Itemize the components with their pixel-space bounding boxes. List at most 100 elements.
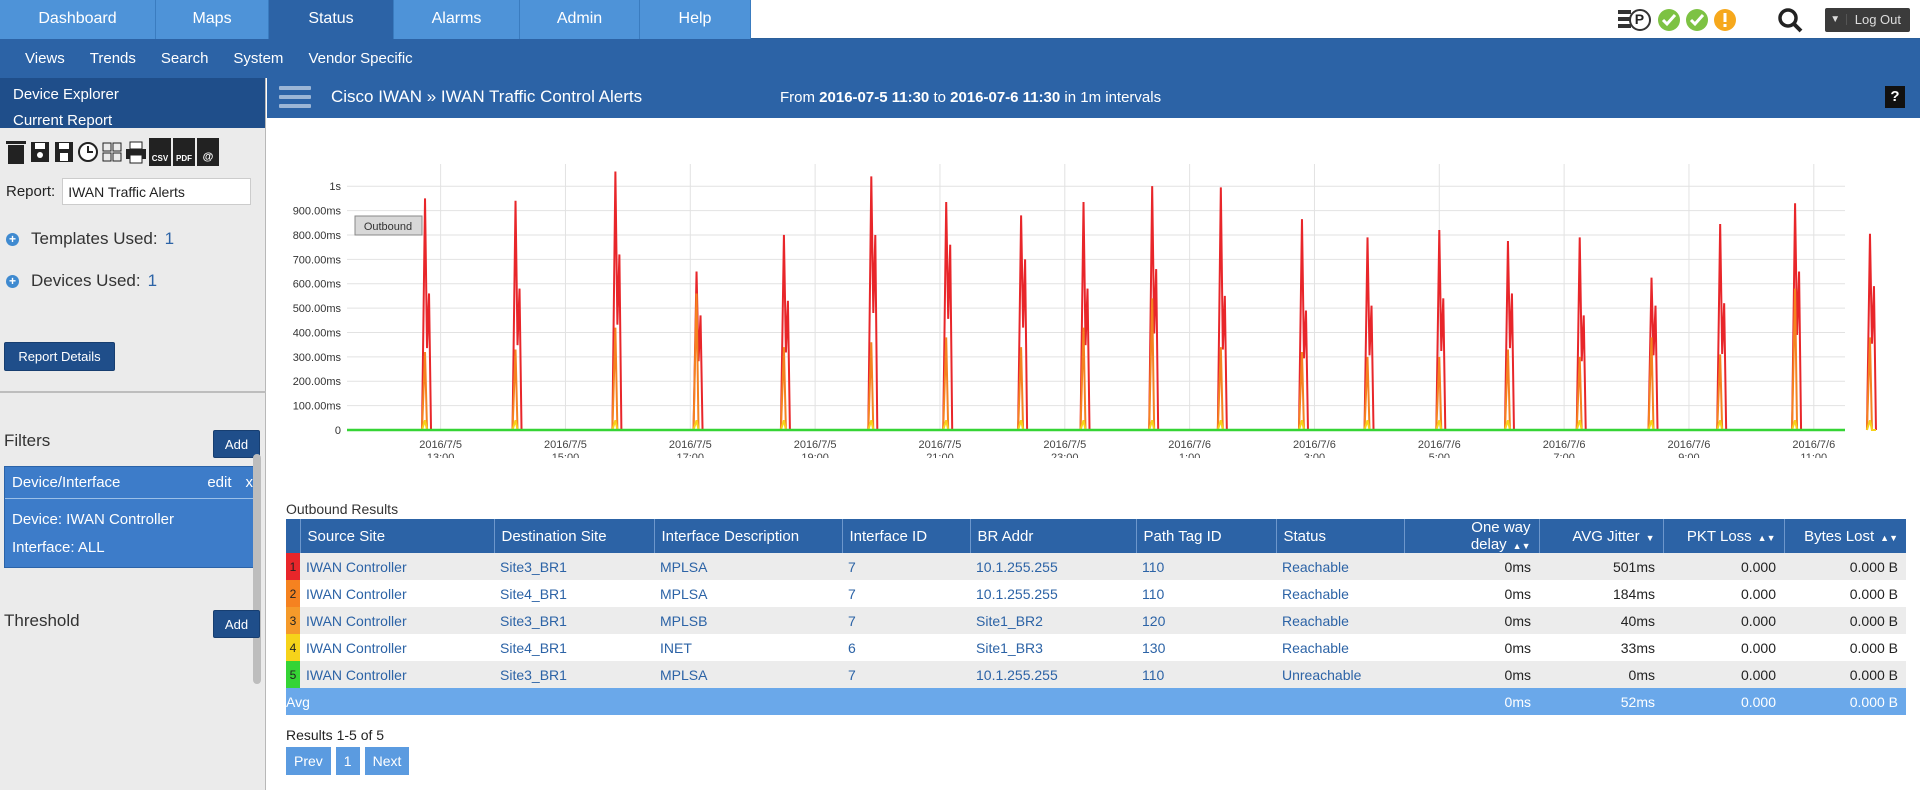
cell-status[interactable]: Reachable [1282,639,1349,656]
sort-icon[interactable]: ▲▼ [1757,532,1776,543]
column-interface-id[interactable]: Interface ID [842,519,971,553]
cell-path-tag-id[interactable]: 110 [1136,553,1276,580]
add-filter-button[interactable]: Add [213,430,260,458]
cell-destination-site[interactable]: Site3_BR1 [494,661,654,688]
sort-desc-icon[interactable]: ▼ [1645,532,1655,543]
cell-destination-site[interactable]: Site3_BR1 [494,553,654,580]
subnav-search[interactable]: Search [160,50,209,67]
current-report-link[interactable]: Current Report [13,112,113,129]
cell-destination-site[interactable]: Site3_BR1 [494,607,654,634]
tab-maps[interactable]: Maps [156,0,269,39]
cell-interface-id[interactable]: 7 [842,661,970,688]
cell-br-addr[interactable]: 10.1.255.255 [976,585,1058,602]
warning-icon[interactable] [1713,8,1737,32]
cell-interface-description[interactable]: MPLSA [660,585,708,602]
help-button[interactable]: ? [1885,86,1905,108]
tab-alarms[interactable]: Alarms [394,0,520,39]
filter-close-button[interactable]: x [245,474,254,491]
cell-destination-site[interactable]: Site4_BR1 [500,639,567,656]
cell-destination-site[interactable]: Site4_BR1 [500,585,567,602]
cell-interface-description[interactable]: INET [660,639,692,656]
column-bytes-lost[interactable]: Bytes Lost ▲▼ [1784,519,1906,553]
cell-br-addr[interactable]: 10.1.255.255 [970,553,1136,580]
templates-used-count[interactable]: 1 [164,229,175,248]
logout-button[interactable]: ▼ Log Out [1824,7,1910,32]
column-path-tag-id[interactable]: Path Tag ID [1136,519,1277,553]
column-interface-description[interactable]: Interface Description [654,519,843,553]
status-ok-icon[interactable] [1657,8,1681,32]
email-icon[interactable]: @ [197,138,219,166]
trash-icon[interactable] [5,138,27,166]
search-icon[interactable] [1777,7,1803,33]
csv-export-icon[interactable]: CSV [149,138,171,166]
column-avg-jitter[interactable]: AVG Jitter ▼ [1539,519,1664,553]
cell-path-tag-id[interactable]: 110 [1136,661,1276,688]
cell-path-tag-id[interactable]: 120 [1136,607,1276,634]
add-threshold-button[interactable]: Add [213,610,260,638]
cell-interface-description[interactable]: MPLSA [654,553,842,580]
menu-hamburger-icon[interactable] [279,86,311,112]
tab-help[interactable]: Help [640,0,751,39]
cell-interface-description[interactable]: MPLSA [654,661,842,688]
table-row[interactable]: 3 IWAN Controller Site3_BR1 MPLSB 7 Site1_BR2… [286,607,1906,634]
sort-icon[interactable]: ▲▼ [1512,541,1531,551]
tab-dashboard[interactable]: Dashboard [0,0,156,39]
page-1-button[interactable]: 1 [335,747,360,775]
cell-interface-id[interactable]: 7 [848,585,856,602]
column-destination-site[interactable]: Destination Site [494,519,655,553]
subnav-views[interactable]: Views [25,50,65,67]
column-pkt-loss[interactable]: PKT Loss ▲▼ [1663,519,1785,553]
cell-br-addr[interactable]: Site1_BR2 [970,607,1136,634]
cell-source-site[interactable]: IWAN Controller [306,639,407,656]
subnav-system[interactable]: System [233,50,284,67]
grid-layout-icon[interactable] [101,138,123,166]
cell-status[interactable]: Reachable [1276,607,1404,634]
cell-source-site[interactable]: IWAN Controller [300,553,494,580]
prev-page-button[interactable]: Prev [286,747,331,775]
cell-interface-description[interactable]: MPLSB [654,607,842,634]
table-row[interactable]: 1 IWAN Controller Site3_BR1 MPLSA 7 10.1.255.… [286,553,1906,580]
cell-br-addr[interactable]: 10.1.255.255 [970,661,1136,688]
cell-source-site[interactable]: IWAN Controller [306,585,407,602]
outbound-legend-button[interactable] [354,215,423,236]
save-as-icon[interactable] [53,138,75,166]
cell-interface-id[interactable]: 7 [842,607,970,634]
cell-source-site[interactable]: IWAN Controller [300,607,494,634]
cell-interface-id[interactable]: 6 [848,639,856,656]
devices-used-row[interactable]: + Devices Used: 1 [0,271,265,291]
templates-used-row[interactable]: + Templates Used: 1 [0,229,265,249]
expand-plus-icon[interactable]: + [6,274,19,288]
cell-path-tag-id[interactable]: 110 [1142,585,1165,602]
filter-edit-link[interactable]: edit [207,474,232,491]
table-row[interactable]: 4 IWAN Controller Site4_BR1 INET 6 Site1_BR3 1… [286,634,1906,661]
sort-icon[interactable]: ▲▼ [1880,532,1898,543]
cell-br-addr[interactable]: Site1_BR3 [976,639,1043,656]
column-status[interactable]: Status [1276,519,1405,553]
schedule-clock-icon[interactable] [77,138,99,166]
cell-status[interactable]: Reachable [1282,585,1349,602]
subnav-trends[interactable]: Trends [89,50,136,67]
report-name-input[interactable] [62,178,252,205]
cell-status[interactable]: Unreachable [1276,661,1404,688]
time-range[interactable]: From 2016-07-5 11:30 to 2016-07-6 11:30 … [780,89,1161,106]
tab-admin[interactable]: Admin [520,0,640,39]
print-icon[interactable] [125,138,147,166]
poller-status-icon[interactable]: P [1617,8,1651,32]
table-row[interactable]: 5 IWAN Controller Site3_BR1 MPLSA 7 10.1.255.… [286,661,1906,688]
cell-interface-id[interactable]: 7 [842,553,970,580]
column-one-way-delay[interactable]: One way delay ▲▼ [1404,519,1540,553]
report-details-button[interactable]: Report Details [4,342,115,371]
cell-path-tag-id[interactable]: 130 [1142,639,1166,656]
device-explorer-link[interactable]: Device Explorer [13,86,119,103]
devices-used-count[interactable]: 1 [147,271,158,290]
pdf-export-icon[interactable]: PDF [173,138,195,166]
column-source-site[interactable]: Source Site [300,519,495,553]
column-br-addr[interactable]: BR Addr [970,519,1137,553]
sidebar-scrollbar[interactable] [253,454,261,684]
save-icon[interactable] [29,138,51,166]
expand-plus-icon[interactable]: + [6,232,19,246]
next-page-button[interactable]: Next [364,747,410,775]
cell-source-site[interactable]: IWAN Controller [300,661,494,688]
subnav-vendor-specific[interactable]: Vendor Specific [308,50,413,67]
status-ok-icon[interactable] [1685,8,1709,32]
